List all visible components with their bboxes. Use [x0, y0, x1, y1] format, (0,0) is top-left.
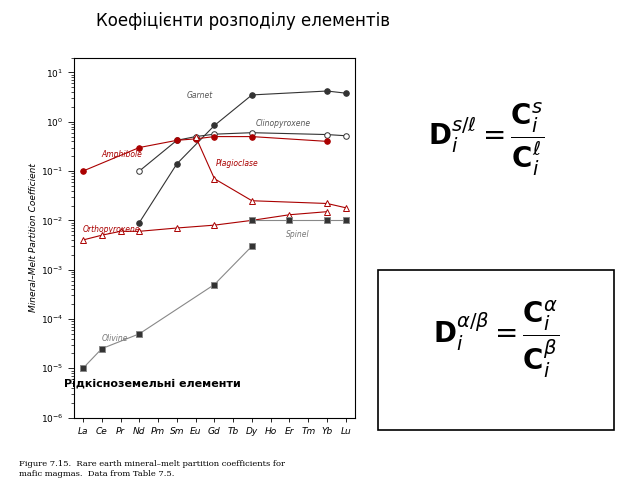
Text: Figure 7.15.  Rare earth mineral–melt partition coefficients for
mafic magmas.  : Figure 7.15. Rare earth mineral–melt par… [19, 460, 285, 478]
Text: Plagioclase: Plagioclase [216, 159, 259, 168]
Text: Olivine: Olivine [102, 335, 128, 343]
Text: Spinel: Spinel [285, 230, 309, 239]
FancyBboxPatch shape [378, 270, 614, 430]
Text: $\mathbf{D}_i^{\alpha/\beta} = \dfrac{\mathbf{C}_i^{\alpha}}{\mathbf{C}_i^{\beta: $\mathbf{D}_i^{\alpha/\beta} = \dfrac{\m… [433, 299, 559, 380]
Text: Коефіцієнти розподілу елементів: Коефіцієнти розподілу елементів [96, 12, 390, 30]
Text: Amphibole: Amphibole [102, 150, 143, 159]
Y-axis label: Mineral–Melt Partition Coefficient: Mineral–Melt Partition Coefficient [29, 163, 38, 312]
Text: $\mathbf{D}_i^{s/\ell} = \dfrac{\mathbf{C}_i^{s}}{\mathbf{C}_i^{\ell}}$: $\mathbf{D}_i^{s/\ell} = \dfrac{\mathbf{… [428, 101, 545, 179]
Text: Рідкісноземельні елементи: Рідкісноземельні елементи [64, 379, 241, 389]
Text: Clinopyroxene: Clinopyroxene [256, 120, 311, 129]
Text: Orthopyroxene: Orthopyroxene [83, 226, 141, 234]
Text: Garnet: Garnet [186, 91, 212, 100]
